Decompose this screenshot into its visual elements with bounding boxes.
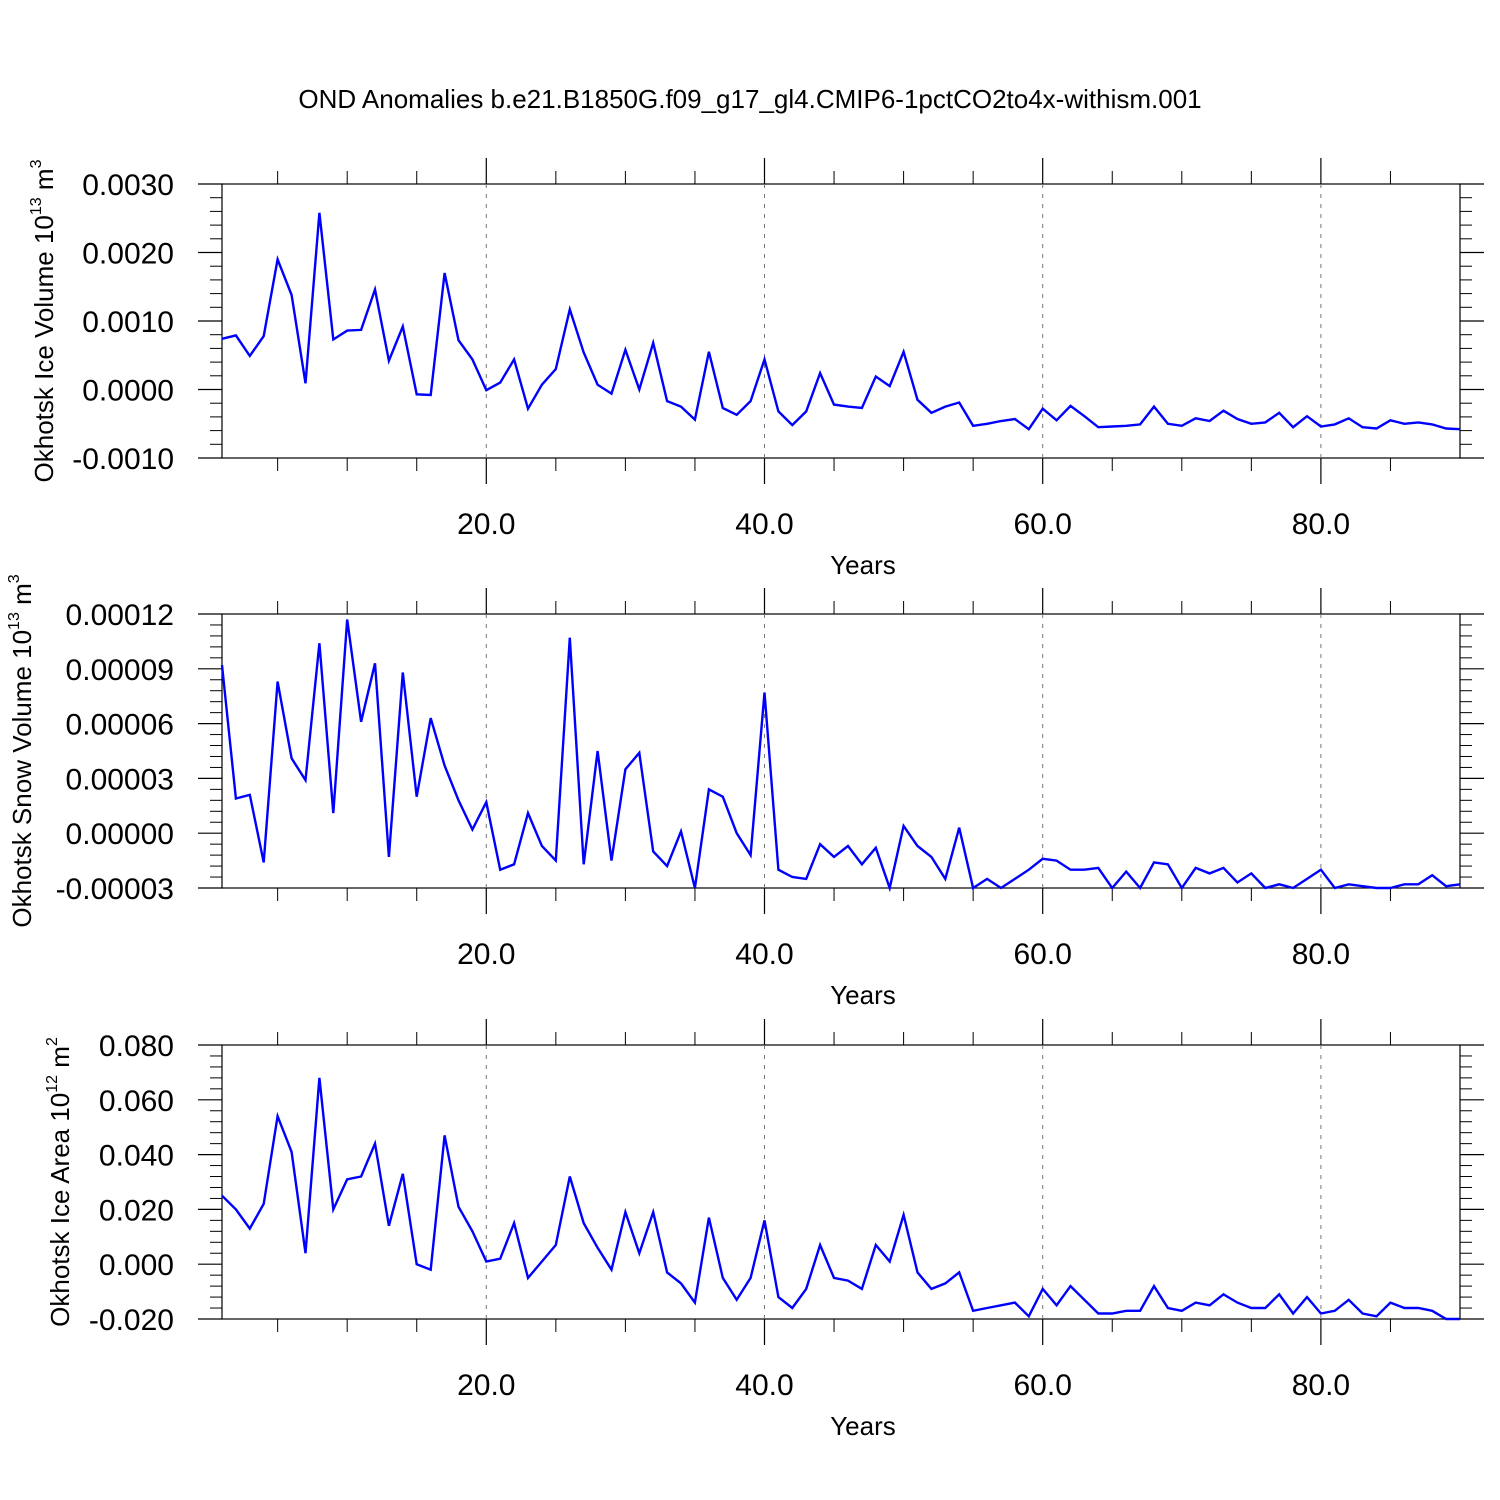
x-axis-label: Years [830,980,896,1010]
panel-1: 20.0 40.0 60.0 80.0 -0.0010 0.0000 0.0010 0.002… [28,158,1484,580]
panel-3: 20.0 40.0 60.0 80.0 -0.020 0.000 0.020 0.040 0.0… [44,1019,1484,1441]
x-tick-label: 60.0 [1014,508,1072,541]
panels: 20.0 40.0 60.0 80.0 -0.0010 0.0000 0.0010 0.002… [6,158,1484,1441]
y-tick-label: 0.0030 [82,169,174,202]
x-tick-label: 80.0 [1292,1369,1350,1402]
x-tick-label: 20.0 [457,938,515,971]
y-tick-label: 0.0020 [82,238,174,271]
x-tick-label: 60.0 [1014,1369,1072,1402]
y-axis-label: Okhotsk Snow Volume 1013 m3 [6,574,37,927]
y-tick-label: 0.00012 [66,599,174,632]
y-tick-label: 0.00003 [66,763,174,796]
panel-2: 20.0 40.0 60.0 80.0 -0.00003 0.00000 0.00003 0.… [6,574,1484,1010]
y-tick-label: 0.020 [99,1194,174,1227]
series-line [221,1077,1460,1321]
plot-frame [221,1044,1461,1320]
x-axis-label: Years [830,1411,896,1441]
y-tick-label: 0.00006 [66,709,174,742]
x-tick-label: 40.0 [735,508,793,541]
y-tick-label: 0.00000 [66,818,174,851]
chart-title: OND Anomalies b.e21.B1850G.f09_g17_gl4.C… [298,84,1201,114]
plot-frame [221,613,1461,889]
y-tick-label: 0.060 [99,1085,174,1118]
x-tick-label: 40.0 [735,1369,793,1402]
y-tick-label: 0.00009 [66,654,174,687]
series-line [221,212,1461,431]
y-axis-label: Okhotsk Ice Area 1012 m2 [44,1037,75,1327]
x-axis-label: Years [830,550,896,580]
x-tick-label: 60.0 [1014,938,1072,971]
y-tick-label: 0.000 [99,1249,174,1282]
y-tick-label: 0.080 [99,1030,174,1063]
x-tick-label: 20.0 [457,508,515,541]
y-axis-label: Okhotsk Ice Volume 1013 m3 [28,159,59,482]
x-tick-label: 20.0 [457,1369,515,1402]
series-line [220,619,1461,893]
y-tick-label: 0.0010 [82,306,174,339]
y-tick-label: 0.0000 [82,375,174,408]
x-tick-label: 80.0 [1292,938,1350,971]
x-tick-label: 80.0 [1292,508,1350,541]
y-tick-label: 0.040 [99,1140,174,1173]
y-tick-label: -0.020 [89,1304,174,1337]
x-tick-label: 40.0 [735,938,793,971]
y-tick-label: -0.00003 [56,873,174,906]
y-tick-label: -0.0010 [72,443,174,476]
